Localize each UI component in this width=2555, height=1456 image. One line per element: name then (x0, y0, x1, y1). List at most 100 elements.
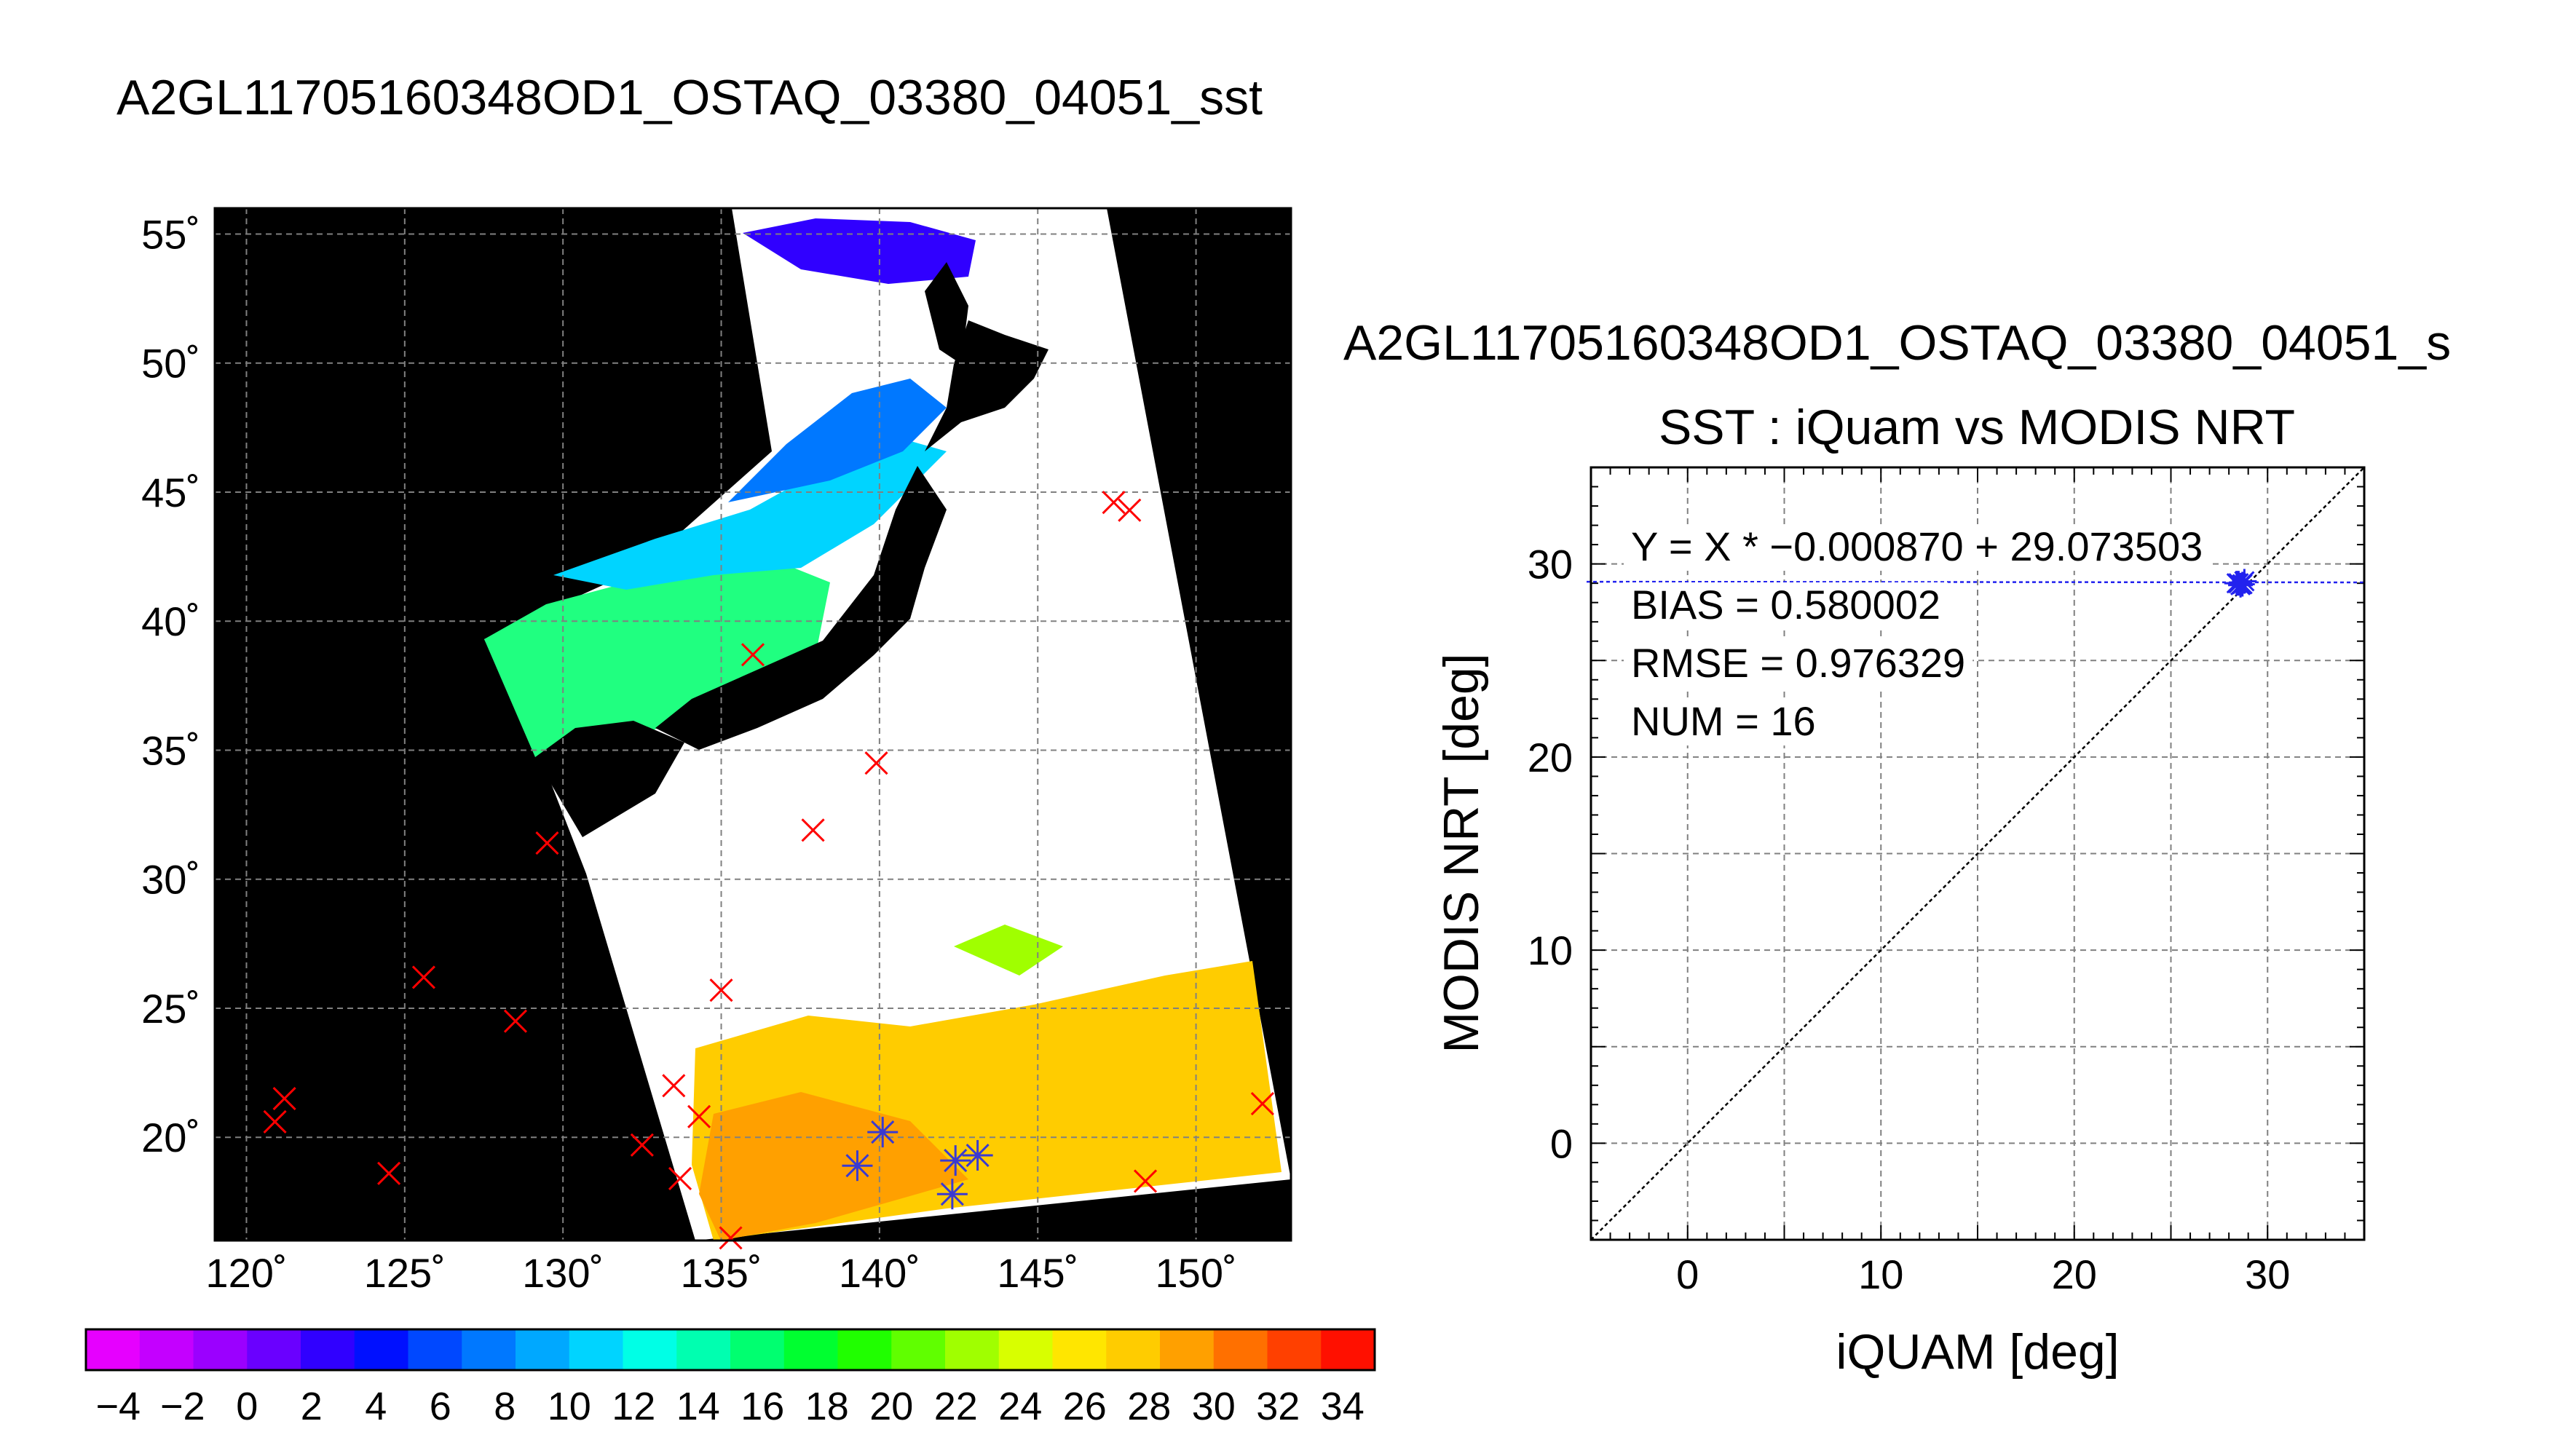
land-sakhalin (925, 262, 968, 364)
colorbar-cell (301, 1329, 355, 1370)
map-marker-x (668, 1166, 692, 1190)
scatter-annotation: NUM = 16 (1631, 698, 1816, 744)
annotation-background (1624, 641, 1973, 687)
map-marker-x (411, 965, 435, 989)
map-x-tick-label: 125˚ (364, 1250, 446, 1296)
map-marker-x (1102, 491, 1126, 515)
map-marker-x (503, 1009, 528, 1033)
colorbar-tick-label: 20 (869, 1385, 913, 1428)
colorbar-tick-label: −2 (160, 1385, 205, 1428)
map-marker-x (630, 1133, 654, 1157)
scatter-x-tick-label: 20 (2052, 1251, 2097, 1297)
colorbar-tick-label: 28 (1127, 1385, 1171, 1428)
colorbar-cell (516, 1329, 570, 1370)
scatter-xlabel: iQUAM [deg] (1836, 1324, 2119, 1380)
colorbar-cell (783, 1329, 838, 1370)
map-marker-x (719, 1226, 743, 1250)
map-x-tick-label: 140˚ (839, 1250, 920, 1296)
sst-warmer-region (699, 1092, 968, 1241)
colorbar-cell (1160, 1329, 1215, 1370)
map-marker-x (864, 751, 888, 775)
scatter-x-tick-label: 30 (2245, 1251, 2290, 1297)
colorbar-tick-label: 18 (805, 1385, 849, 1428)
colorbar-tick-label: 16 (741, 1385, 784, 1428)
map-marker-x (687, 1104, 711, 1128)
scatter-annotation: BIAS = 0.580002 (1631, 582, 1940, 628)
scatter-file-title: A2GL11705160348OD1_OSTAQ_03380_04051_s (1343, 315, 2452, 371)
colorbar-cell (408, 1329, 462, 1370)
colorbar-cell (569, 1329, 623, 1370)
scatter-y-tick-label: 0 (1550, 1120, 1573, 1166)
map-y-tick-label: 30˚ (141, 857, 200, 903)
colorbar-cell (1267, 1329, 1322, 1370)
map-y-tick-label: 35˚ (141, 727, 200, 773)
map-y-tick-label: 40˚ (141, 598, 200, 644)
colorbar-cell (462, 1329, 516, 1370)
map-y-tick-label: 20˚ (141, 1115, 200, 1160)
colorbar-cell (1321, 1329, 1375, 1370)
scatter-annotation: Y = X * −0.000870 + 29.073503 (1631, 523, 2203, 569)
map-markers (263, 491, 1274, 1250)
colorbar-cell (837, 1329, 892, 1370)
colorbar-cell (1213, 1329, 1268, 1370)
sst-japan-sea-cyan (553, 437, 947, 590)
colorbar-cell (998, 1329, 1053, 1370)
colorbar-tick-label: 2 (301, 1385, 323, 1428)
colorbar-tick-label: 12 (612, 1385, 655, 1428)
map-x-tick-label: 135˚ (680, 1250, 762, 1296)
colorbar-tick-label: 32 (1256, 1385, 1300, 1428)
colorbar-tick-label: 22 (934, 1385, 978, 1428)
colorbar-cell (1106, 1329, 1161, 1370)
colorbar-cell (676, 1329, 731, 1370)
colorbar-tick-label: 24 (998, 1385, 1042, 1428)
colorbar-tick-label: −4 (95, 1385, 141, 1428)
scatter-x-tick-label: 0 (1676, 1251, 1699, 1297)
colorbar-cell (945, 1329, 1000, 1370)
map-y-tick-label: 45˚ (141, 470, 200, 515)
map-x-tick-label: 150˚ (1156, 1250, 1237, 1296)
sst-japan-sea-green (484, 553, 830, 772)
colorbar-tick-label: 34 (1321, 1385, 1365, 1428)
colorbar-cell (891, 1329, 946, 1370)
map-marker-x (377, 1161, 401, 1185)
sst-okhotsk-blue (743, 218, 976, 284)
colorbar-tick-labels: −4 −2 0 2 4 6 8 10 12 14 16 18 20 22 24 26 28 30 32 34 (95, 1385, 1364, 1428)
scatter-x-tick-label: 10 (1858, 1251, 1903, 1297)
land-japan-honshu (655, 466, 947, 750)
map-y-tick-label: 50˚ (141, 341, 200, 387)
scatter-point (2230, 571, 2255, 597)
colorbar-tick-label: 0 (236, 1385, 258, 1428)
map-marker-x (263, 1109, 287, 1133)
map-x-tick-label: 120˚ (205, 1250, 287, 1296)
scatter-frame (1590, 466, 2366, 1241)
scatter-annotations: Y = X * −0.000870 + 29.073503 BIAS = 0.58… (1624, 523, 2211, 745)
colorbar-cells (86, 1329, 1375, 1370)
map-marker-x (1133, 1169, 1158, 1193)
annotation-background (1624, 524, 2211, 571)
scatter-title: SST : iQuam vs MODIS NRT (1659, 400, 2295, 455)
map-y-tick-label: 55˚ (141, 211, 200, 257)
map-marker-x (535, 831, 559, 855)
map-marker-x (741, 643, 765, 667)
map-frame (213, 207, 1292, 1242)
map-y-tick-label: 25˚ (141, 986, 200, 1032)
scatter-points (2224, 569, 2257, 598)
colorbar-cell (247, 1329, 301, 1370)
colorbar-tick-label: 8 (494, 1385, 516, 1428)
sst-subtropical-region (954, 925, 1063, 976)
colorbar-tick-label: 4 (365, 1385, 387, 1428)
identity-line (1590, 467, 2365, 1241)
map-tick-labels: 120˚ 125˚ 130˚ 135˚ 140˚ 145˚ 150˚ 20˚ 25˚ 30˚ 35˚… (141, 211, 1237, 1296)
colorbar-tick-label: 26 (1063, 1385, 1107, 1428)
sst-north-blue (728, 379, 947, 502)
colorbar-frame (84, 1328, 1376, 1372)
map-swath (484, 208, 1291, 1241)
colorbar-cell (623, 1329, 677, 1370)
map-marker-x (662, 1074, 686, 1098)
annotation-background (1624, 582, 1948, 629)
scatter-tick-labels: 0 10 20 30 0 10 20 30 (1528, 542, 2291, 1297)
colorbar-cell (86, 1329, 141, 1370)
colorbar-tick-label: 14 (676, 1385, 720, 1428)
annotation-background (1624, 699, 1823, 745)
